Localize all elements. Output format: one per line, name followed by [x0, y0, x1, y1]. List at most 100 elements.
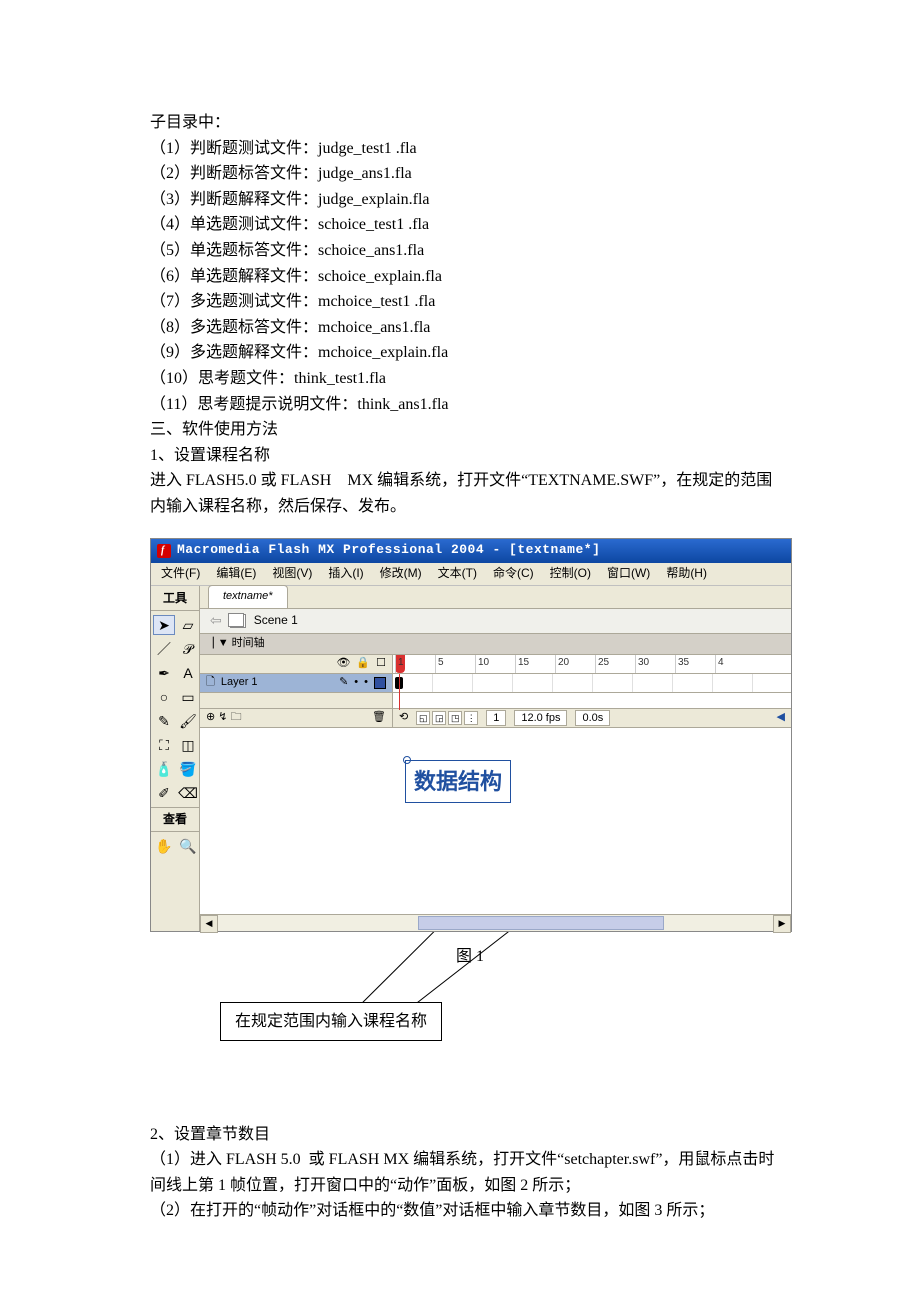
paintbucket-tool-icon[interactable]: 🪣: [177, 759, 199, 779]
subheading: 2、设置章节数目: [150, 1122, 785, 1148]
list-item: （8）多选题标答文件：mchoice_ans1.fla: [150, 315, 785, 341]
freetransform-tool-icon[interactable]: ⛶: [153, 735, 175, 755]
list-item: （4）单选题测试文件：schoice_test1 .fla: [150, 212, 785, 238]
hand-tool-icon[interactable]: ✋: [153, 836, 175, 856]
back-arrow-icon[interactable]: ⇦: [210, 609, 222, 631]
lasso-tool-icon[interactable]: 𝒫: [177, 639, 199, 659]
eyedropper-tool-icon[interactable]: ✐: [153, 783, 175, 803]
menu-edit[interactable]: 编辑(E): [210, 563, 262, 584]
center-frame-icon[interactable]: ⟲: [399, 709, 408, 727]
window-title: Macromedia Flash MX Professional 2004 - …: [177, 540, 600, 561]
document-tab[interactable]: textname*: [208, 585, 288, 608]
list-item: （9）多选题解释文件：mchoice_explain.fla: [150, 340, 785, 366]
menu-command[interactable]: 命令(C): [487, 563, 540, 584]
timeline-label: ▼ 时间轴: [218, 635, 265, 653]
edit-multi-icon[interactable]: ◳: [448, 711, 462, 725]
inkbottle-tool-icon[interactable]: 🧴: [153, 759, 175, 779]
scene-name[interactable]: Scene 1: [254, 611, 298, 630]
arrow-tool-icon[interactable]: ➤: [153, 615, 175, 635]
canvas-textbox[interactable]: 数据结构: [405, 760, 511, 803]
scroll-thumb[interactable]: [418, 916, 664, 930]
flash-screenshot: Macromedia Flash MX Professional 2004 - …: [150, 538, 792, 932]
document-tabs: textname*: [200, 586, 791, 609]
menu-help[interactable]: 帮助(H): [660, 563, 713, 584]
timeline-header[interactable]: ▕ ▼ 时间轴: [200, 634, 791, 655]
scroll-track[interactable]: [218, 915, 773, 931]
toolbox-panel: 工具 ➤ ▱ ／ 𝒫 ✒ A ○ ▭ ✎ 🖌 ⛶ ◫ 🧴 🪣 ✐: [151, 586, 200, 931]
ruler-tick: 15: [515, 655, 529, 673]
add-layer-icon[interactable]: ⊕: [206, 711, 215, 723]
timeline-ruler[interactable]: 1 5 10 15 20 25 30 35 4: [393, 655, 791, 674]
ruler-tick: 5: [435, 655, 444, 673]
timeline-panel: 👁 🔒 ☐ 🗋 Layer 1 ✎ • •: [200, 655, 791, 728]
scene-icon: [230, 614, 246, 628]
ruler-tick: 4: [715, 655, 724, 673]
subselect-tool-icon[interactable]: ▱: [177, 615, 199, 635]
layer-dot-icon: •: [354, 674, 358, 692]
rect-tool-icon[interactable]: ▭: [177, 687, 199, 707]
outline-icon[interactable]: ☐: [376, 655, 386, 673]
callout-box: 在规定范围内输入课程名称: [220, 1002, 442, 1042]
figure-caption: 图 1: [150, 944, 790, 970]
scroll-right-button[interactable]: ▶: [773, 915, 791, 933]
frame-row[interactable]: [393, 674, 791, 693]
ruler-tick: 10: [475, 655, 489, 673]
add-folder-icon[interactable]: 🗀: [231, 711, 242, 723]
layer-header-icons: 👁 🔒 ☐: [200, 655, 392, 674]
add-guide-icon[interactable]: ↯: [218, 711, 227, 723]
pen-tool-icon[interactable]: ✒: [153, 663, 175, 683]
playhead-line: [399, 674, 400, 710]
body-text: 子目录中：: [150, 110, 785, 136]
scroll-left-icon[interactable]: ◀: [777, 709, 785, 727]
menu-text[interactable]: 文本(T): [432, 563, 483, 584]
filltransform-tool-icon[interactable]: ◫: [177, 735, 199, 755]
stage-canvas[interactable]: 数据结构: [200, 728, 791, 914]
subheading: 1、设置课程名称: [150, 443, 785, 469]
onion-icon[interactable]: ◱: [416, 711, 430, 725]
line-tool-icon[interactable]: ／: [153, 639, 175, 659]
menu-control[interactable]: 控制(O): [544, 563, 597, 584]
layer-footer: ⊕ ↯ 🗀 🗑: [200, 708, 392, 727]
list-item: （3）判断题解释文件：judge_explain.fla: [150, 187, 785, 213]
menu-window[interactable]: 窗口(W): [601, 563, 656, 584]
scroll-left-button[interactable]: ◀: [200, 915, 218, 933]
zoom-tool-icon[interactable]: 🔍: [177, 836, 199, 856]
ruler-tick: 1: [395, 655, 404, 673]
current-frame: 1: [486, 710, 506, 726]
menu-view[interactable]: 视图(V): [266, 563, 318, 584]
frame-footer: ⟲ ◱ ◲ ◳ ⋮ 1 12.0 fps 0.0s ◀: [393, 708, 791, 727]
paragraph: （2）在打开的“帧动作”对话框中的“数值”对话框中输入章节数目，如图 3 所示；: [150, 1198, 785, 1224]
list-item: （6）单选题解释文件：schoice_explain.fla: [150, 264, 785, 290]
heading: 三、软件使用方法: [150, 417, 785, 443]
toolbox-title: 工具: [151, 586, 199, 611]
eye-icon[interactable]: 👁: [336, 655, 350, 673]
menu-file[interactable]: 文件(F): [155, 563, 206, 584]
pencil-tool-icon[interactable]: ✎: [153, 711, 175, 731]
layer-name: Layer 1: [221, 674, 258, 692]
brush-tool-icon[interactable]: 🖌: [177, 711, 199, 731]
list-item: （10）思考题文件：think_test1.fla: [150, 366, 785, 392]
menu-modify[interactable]: 修改(M): [374, 563, 428, 584]
horizontal-scrollbar[interactable]: ◀ ▶: [200, 914, 791, 931]
menu-insert[interactable]: 插入(I): [322, 563, 369, 584]
eraser-tool-icon[interactable]: ⌫: [177, 783, 199, 803]
collapse-triangle-icon[interactable]: ▕: [206, 636, 214, 652]
paragraph: （1）进入 FLASH 5.0 或 FLASH MX 编辑系统，打开文件“set…: [150, 1147, 785, 1198]
layer-row[interactable]: 🗋 Layer 1 ✎ • •: [200, 674, 392, 693]
onion-outline-icon[interactable]: ◲: [432, 711, 446, 725]
list-item: （2）判断题标答文件：judge_ans1.fla: [150, 161, 785, 187]
menubar: 文件(F) 编辑(E) 视图(V) 插入(I) 修改(M) 文本(T) 命令(C…: [151, 563, 791, 586]
pencil-icon: ✎: [339, 674, 348, 692]
marker-icon[interactable]: ⋮: [464, 711, 478, 725]
layer-dot-icon: •: [364, 674, 368, 692]
ruler-tick: 25: [595, 655, 609, 673]
lock-icon[interactable]: 🔒: [356, 655, 370, 673]
view-section-title: 查看: [151, 807, 199, 832]
ruler-tick: 30: [635, 655, 649, 673]
delete-layer-icon[interactable]: 🗑: [372, 709, 386, 727]
paragraph: 进入 FLASH5.0 或 FLASH MX 编辑系统，打开文件“TEXTNAM…: [150, 468, 785, 519]
layer-type-icon: 🗋: [206, 674, 215, 692]
text-tool-icon[interactable]: A: [177, 663, 199, 683]
oval-tool-icon[interactable]: ○: [153, 687, 175, 707]
fps-display: 12.0 fps: [514, 710, 567, 726]
